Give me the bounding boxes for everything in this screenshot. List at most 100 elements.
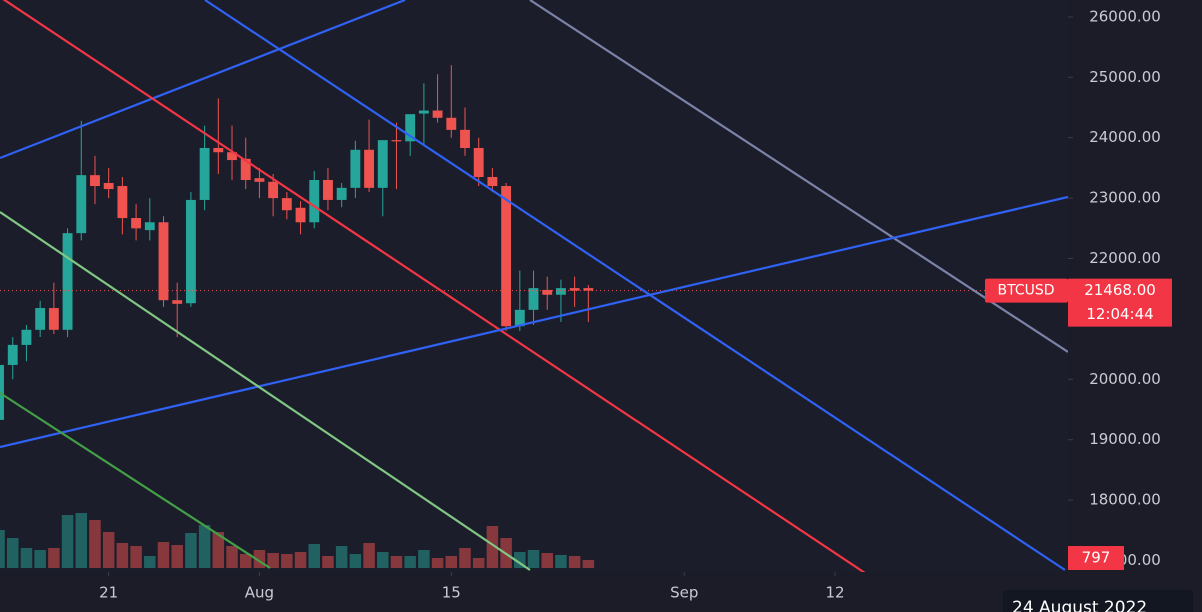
candle-body [473, 147, 484, 177]
volume-bar [116, 543, 129, 568]
candle-body [418, 110, 429, 114]
trend-line [0, 392, 271, 569]
countdown-label: 12:04:44 [1086, 305, 1153, 323]
crosshair-date-bg [1003, 590, 1193, 612]
candle-body [377, 140, 388, 188]
candle-body [213, 147, 224, 153]
trend-line [204, 0, 1066, 571]
volume-label-bg [1068, 546, 1124, 570]
candle-body [158, 222, 169, 301]
volume-bar [472, 558, 485, 568]
volume-bar [34, 550, 46, 568]
candle-body [501, 186, 512, 327]
x-tick-label: 12 [825, 584, 844, 602]
candle-body [240, 158, 251, 180]
candle-body [172, 300, 183, 304]
candle-body [131, 218, 142, 229]
volume-bar [418, 550, 430, 568]
volume-bar [48, 548, 60, 568]
candle-body [583, 288, 594, 291]
price-label-bg [1068, 278, 1172, 327]
candle-body [528, 288, 539, 310]
volume-bar [198, 525, 211, 568]
candle-body [21, 329, 32, 345]
volume-bar [541, 553, 553, 568]
candle-body [555, 288, 566, 295]
volume-bar [486, 526, 499, 568]
candle-body [103, 183, 114, 190]
candle-body [295, 207, 306, 223]
trend-line [2, 0, 866, 572]
candle-body [364, 149, 374, 188]
candle-body [460, 129, 470, 148]
axes: 17000.0018000.0019000.0020000.0022000.00… [99, 7, 1193, 612]
volume-label: 797 [1082, 549, 1111, 567]
candle-body [76, 175, 87, 234]
volume-bar [377, 552, 389, 568]
y-tick-label: 24000.00 [1089, 128, 1161, 146]
candle-body [7, 344, 18, 365]
candle-body [514, 309, 525, 327]
volume-bar [335, 546, 348, 568]
crosshair-date: 24 August 2022 [1012, 598, 1147, 612]
candle-body [405, 114, 416, 142]
volume-bar [0, 530, 5, 568]
volume-bar [349, 554, 362, 568]
candle-body [446, 117, 457, 130]
volume-bar [20, 548, 33, 568]
candle-body [350, 149, 361, 188]
candle-body [336, 187, 347, 200]
volume-bar [157, 542, 170, 568]
volume-bar [568, 556, 581, 568]
volume-bar [239, 554, 252, 568]
candle-body [542, 289, 553, 295]
volume-bar [89, 520, 101, 568]
trend-line [0, 211, 531, 571]
y-tick-label: 25000.00 [1089, 68, 1161, 86]
volume-bar [582, 560, 595, 568]
candle-body [90, 175, 100, 187]
y-tick-label: 20000.00 [1089, 370, 1161, 388]
trend-line [0, 195, 1068, 449]
volume-bar [130, 546, 142, 568]
x-tick-label: 21 [99, 584, 118, 602]
volume-bar [102, 532, 115, 568]
volume-bar [390, 556, 403, 568]
candle-body [35, 308, 46, 330]
candle-body [0, 364, 4, 420]
candle-body [281, 198, 292, 211]
candle-body [62, 233, 73, 330]
x-tick-label: Sep [670, 584, 698, 602]
plot [0, 65, 1068, 568]
x-tick-label: Aug [245, 584, 274, 602]
volume-bar [294, 552, 307, 568]
volume-bar [404, 556, 416, 568]
volume-bar [527, 550, 540, 568]
y-tick-label: 23000.00 [1089, 189, 1161, 207]
symbol-label: BTCUSD [997, 283, 1054, 299]
x-tick-label: 15 [442, 584, 461, 602]
candle-body [323, 179, 333, 200]
volume-bar [281, 554, 293, 568]
volume-bar [144, 556, 156, 568]
volume-bar [555, 555, 567, 568]
candle-body [309, 179, 320, 223]
volume-bar [61, 515, 74, 568]
symbol-label-bg [985, 278, 1068, 303]
candle-body [487, 176, 498, 187]
volume-bar [322, 556, 334, 568]
volume-bar [267, 553, 279, 568]
volume-bar [171, 545, 183, 568]
volume-bar [459, 548, 471, 568]
volume-bar [6, 538, 19, 568]
candle-body [227, 152, 237, 161]
candle-body [117, 186, 128, 219]
price-label: 21468.00 [1084, 281, 1156, 299]
candle-body [144, 222, 155, 231]
y-tick-label: 19000.00 [1089, 430, 1161, 448]
candle-body [569, 288, 580, 291]
candle-body [268, 181, 279, 199]
candle-body [432, 110, 443, 118]
volume-bar [212, 532, 225, 568]
